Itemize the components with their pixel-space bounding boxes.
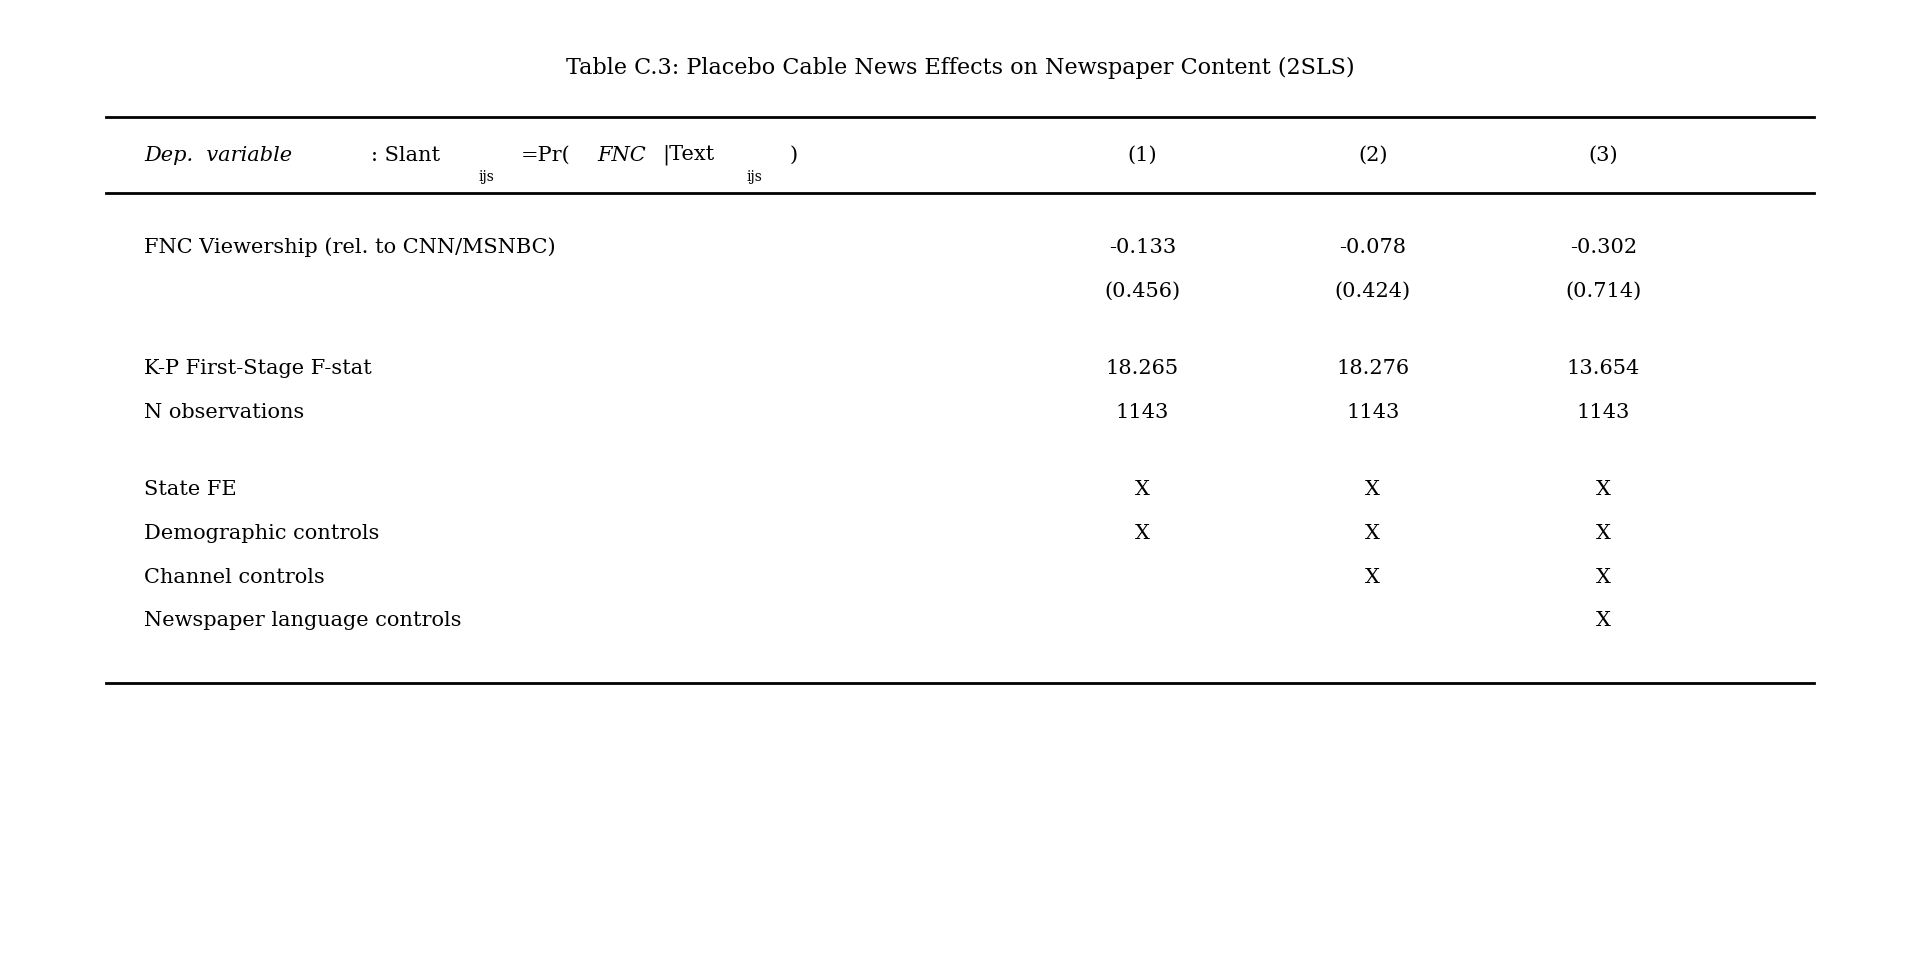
Text: ): )	[789, 145, 797, 165]
Text: 18.276: 18.276	[1336, 359, 1409, 378]
Text: Table C.3: Placebo Cable News Effects on Newspaper Content (2SLS): Table C.3: Placebo Cable News Effects on…	[566, 57, 1354, 78]
Text: |Text: |Text	[662, 144, 714, 166]
Text: FNC Viewership (rel. to CNN/MSNBC): FNC Viewership (rel. to CNN/MSNBC)	[144, 237, 555, 257]
Text: X: X	[1596, 523, 1611, 543]
Text: 18.265: 18.265	[1106, 359, 1179, 378]
Text: N observations: N observations	[144, 402, 303, 422]
Text: -0.078: -0.078	[1340, 237, 1405, 257]
Text: (0.424): (0.424)	[1334, 281, 1411, 300]
Text: 13.654: 13.654	[1567, 359, 1640, 378]
Text: X: X	[1365, 567, 1380, 586]
Text: X: X	[1135, 480, 1150, 499]
Text: 1143: 1143	[1346, 402, 1400, 422]
Text: X: X	[1596, 567, 1611, 586]
Text: Demographic controls: Demographic controls	[144, 523, 380, 543]
Text: X: X	[1365, 523, 1380, 543]
Text: X: X	[1135, 523, 1150, 543]
Text: (2): (2)	[1357, 145, 1388, 165]
Text: (0.714): (0.714)	[1565, 281, 1642, 300]
Text: : Slant: : Slant	[371, 145, 440, 165]
Text: K-P First-Stage F-stat: K-P First-Stage F-stat	[144, 359, 372, 378]
Text: 1143: 1143	[1576, 402, 1630, 422]
Text: (0.456): (0.456)	[1104, 281, 1181, 300]
Text: (1): (1)	[1127, 145, 1158, 165]
Text: ijs: ijs	[478, 170, 493, 183]
Text: X: X	[1596, 610, 1611, 630]
Text: Newspaper language controls: Newspaper language controls	[144, 610, 461, 630]
Text: -0.133: -0.133	[1108, 237, 1177, 257]
Text: (3): (3)	[1588, 145, 1619, 165]
Text: FNC: FNC	[597, 145, 645, 165]
Text: X: X	[1596, 480, 1611, 499]
Text: 1143: 1143	[1116, 402, 1169, 422]
Text: X: X	[1365, 480, 1380, 499]
Text: -0.302: -0.302	[1571, 237, 1636, 257]
Text: Channel controls: Channel controls	[144, 567, 324, 586]
Text: Dep.  variable: Dep. variable	[144, 145, 292, 165]
Text: State FE: State FE	[144, 480, 236, 499]
Text: ijs: ijs	[747, 170, 762, 183]
Text: =Pr(: =Pr(	[520, 145, 570, 165]
